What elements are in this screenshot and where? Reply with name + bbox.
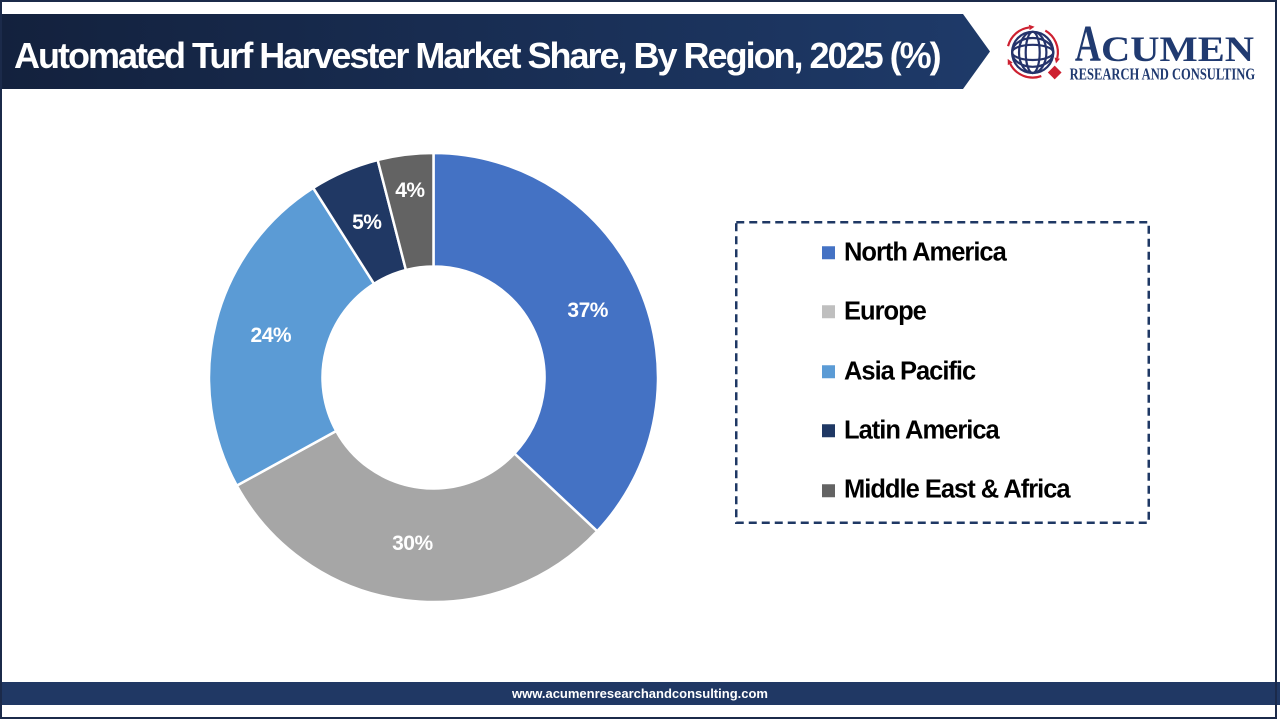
svg-text:RESEARCH AND CONSULTING: RESEARCH AND CONSULTING: [1070, 64, 1256, 83]
svg-text:A: A: [1075, 16, 1101, 73]
svg-text:CUMEN: CUMEN: [1101, 29, 1254, 69]
